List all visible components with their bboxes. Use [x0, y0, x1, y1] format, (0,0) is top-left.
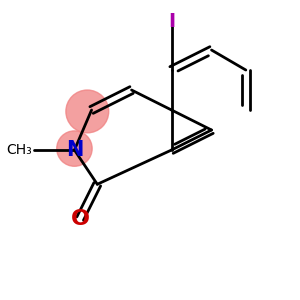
Circle shape — [57, 131, 92, 166]
Text: N: N — [66, 140, 83, 160]
Text: O: O — [71, 208, 90, 229]
Text: I: I — [168, 12, 175, 31]
Circle shape — [66, 90, 109, 133]
Text: CH₃: CH₃ — [6, 143, 31, 157]
